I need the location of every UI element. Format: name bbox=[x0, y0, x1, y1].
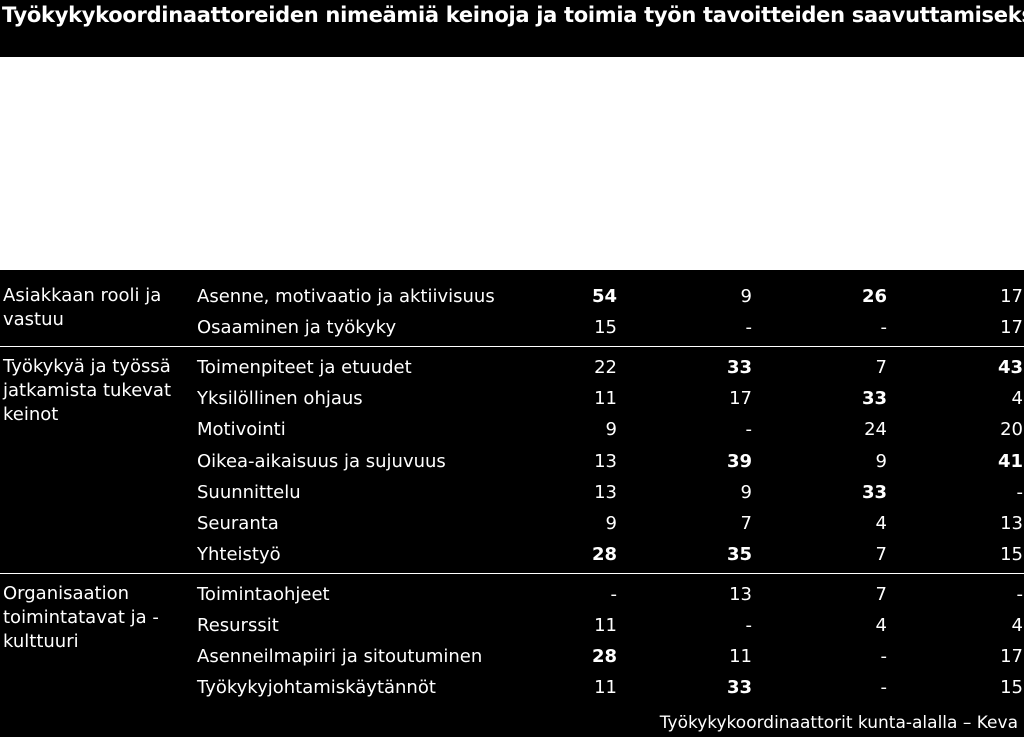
table-row: Toimintaohjeet - 13 7 - bbox=[0, 579, 1024, 610]
value-cell: 11 bbox=[729, 646, 752, 668]
row-label: Toimenpiteet ja etuudet bbox=[197, 357, 412, 379]
value-cell: 7 bbox=[875, 543, 887, 565]
value-cell: 20 bbox=[1000, 419, 1023, 441]
value-cell: 4 bbox=[1011, 615, 1023, 636]
chart-title: Työkykykoordinaattoreiden nimeämiä keino… bbox=[2, 3, 1024, 27]
value-cell: - bbox=[880, 677, 888, 699]
value-cell: 11 bbox=[594, 615, 617, 636]
row-label: Yksilöllinen ohjaus bbox=[197, 388, 363, 410]
value-cell: - bbox=[1016, 583, 1024, 605]
value-cell: 15 bbox=[594, 317, 617, 339]
value-cell: 24 bbox=[864, 419, 887, 441]
value-cell: 4 bbox=[875, 615, 887, 636]
row-label: Seuranta bbox=[197, 512, 279, 534]
value-cell: 17 bbox=[1000, 317, 1023, 339]
value-cell: 28 bbox=[591, 543, 617, 565]
data-table: Asiakkaan rooli ja vastuu Asenne, motivaa… bbox=[0, 270, 1024, 710]
value-cell: 7 bbox=[875, 583, 887, 605]
table-row: Toimenpiteet ja etuudet 22 33 7 43 bbox=[0, 352, 1024, 383]
value-cell: - bbox=[745, 419, 753, 441]
row-label: Yhteistyö bbox=[197, 543, 281, 565]
table-row: Motivointi 9 - 24 20 bbox=[0, 414, 1024, 445]
group-label: Organisaation toimintatavat ja -kulttuur… bbox=[3, 582, 159, 652]
row-label: Työkykyjohtamiskäytännöt bbox=[197, 677, 436, 699]
value-cell: 33 bbox=[726, 357, 752, 379]
row-label: Osaaminen ja työkyky bbox=[197, 317, 397, 339]
group-label: Asiakkaan rooli ja vastuu bbox=[3, 285, 162, 330]
table-row: Yksilöllinen ohjaus 11 17 33 4 bbox=[0, 383, 1024, 414]
value-cell: 17 bbox=[729, 388, 752, 410]
value-cell: 9 bbox=[875, 450, 887, 472]
group-divider bbox=[0, 572, 1024, 574]
value-cell: 4 bbox=[875, 512, 887, 534]
table-row: Asenneilmapiiri ja sitoutuminen 28 11 - 17 bbox=[0, 641, 1024, 672]
value-cell: 33 bbox=[726, 677, 752, 699]
row-label: Oikea-aikaisuus ja sujuvuus bbox=[197, 450, 446, 472]
value-cell: 35 bbox=[726, 543, 752, 565]
value-cell: 13 bbox=[729, 583, 752, 605]
value-cell: 33 bbox=[861, 481, 887, 503]
table-row: Työkykyjohtamiskäytännöt 11 33 - 15 bbox=[0, 672, 1024, 703]
value-cell: 7 bbox=[740, 512, 752, 534]
row-label: Resurssit bbox=[197, 615, 279, 636]
value-cell: 43 bbox=[997, 357, 1023, 379]
value-cell: 17 bbox=[1000, 646, 1023, 668]
value-cell: 9 bbox=[740, 481, 752, 503]
table-row: Asenne, motivaatio ja aktiivisuus 54 9 26 17 bbox=[0, 281, 1024, 312]
value-cell: 39 bbox=[726, 450, 752, 472]
value-cell: 13 bbox=[594, 450, 617, 472]
value-cell: 7 bbox=[875, 357, 887, 379]
row-label: Motivointi bbox=[197, 419, 286, 441]
value-cell: 13 bbox=[1000, 512, 1023, 534]
table-row: Resurssit 11 - 4 4 bbox=[0, 610, 1024, 641]
value-cell: 9 bbox=[605, 512, 617, 534]
value-cell: 13 bbox=[594, 481, 617, 503]
value-cell: 9 bbox=[605, 419, 617, 441]
value-cell: 15 bbox=[1000, 677, 1023, 699]
value-cell: 33 bbox=[861, 388, 887, 410]
group-label: Työkykyä ja työssä jatkamista tukevat ke… bbox=[3, 356, 172, 426]
row-label: Suunnittelu bbox=[197, 481, 301, 503]
value-cell: 22 bbox=[594, 357, 617, 379]
value-cell: - bbox=[1016, 481, 1024, 503]
value-cell: - bbox=[610, 583, 618, 605]
column-header-area bbox=[0, 57, 1024, 270]
row-label: Asenne, motivaatio ja aktiivisuus bbox=[197, 286, 495, 307]
table-row: Suunnittelu 13 9 33 - bbox=[0, 477, 1024, 508]
value-cell: 17 bbox=[1000, 286, 1023, 307]
value-cell: 26 bbox=[861, 286, 887, 307]
value-cell: 11 bbox=[594, 677, 617, 699]
value-cell: 54 bbox=[591, 286, 617, 307]
table-row: Osaaminen ja työkyky 15 - - 17 bbox=[0, 312, 1024, 343]
row-label: Toimintaohjeet bbox=[197, 583, 330, 605]
value-cell: 11 bbox=[594, 388, 617, 410]
value-cell: 15 bbox=[1000, 543, 1023, 565]
value-cell: - bbox=[745, 317, 753, 339]
source-note: Työkykykoordinaattorit kunta-alalla – Ke… bbox=[659, 713, 1018, 733]
table-row: Yhteistyö 28 35 7 15 bbox=[0, 539, 1024, 570]
group-divider bbox=[0, 346, 1024, 348]
value-cell: 28 bbox=[591, 646, 617, 668]
value-cell: 4 bbox=[1011, 388, 1023, 410]
table-row: Oikea-aikaisuus ja sujuvuus 13 39 9 41 bbox=[0, 446, 1024, 477]
value-cell: - bbox=[880, 317, 888, 339]
value-cell: 41 bbox=[997, 450, 1023, 472]
value-cell: - bbox=[745, 615, 753, 636]
value-cell: - bbox=[880, 646, 888, 668]
row-label: Asenneilmapiiri ja sitoutuminen bbox=[197, 646, 483, 668]
table-row: Seuranta 9 7 4 13 bbox=[0, 508, 1024, 539]
value-cell: 9 bbox=[740, 286, 752, 307]
